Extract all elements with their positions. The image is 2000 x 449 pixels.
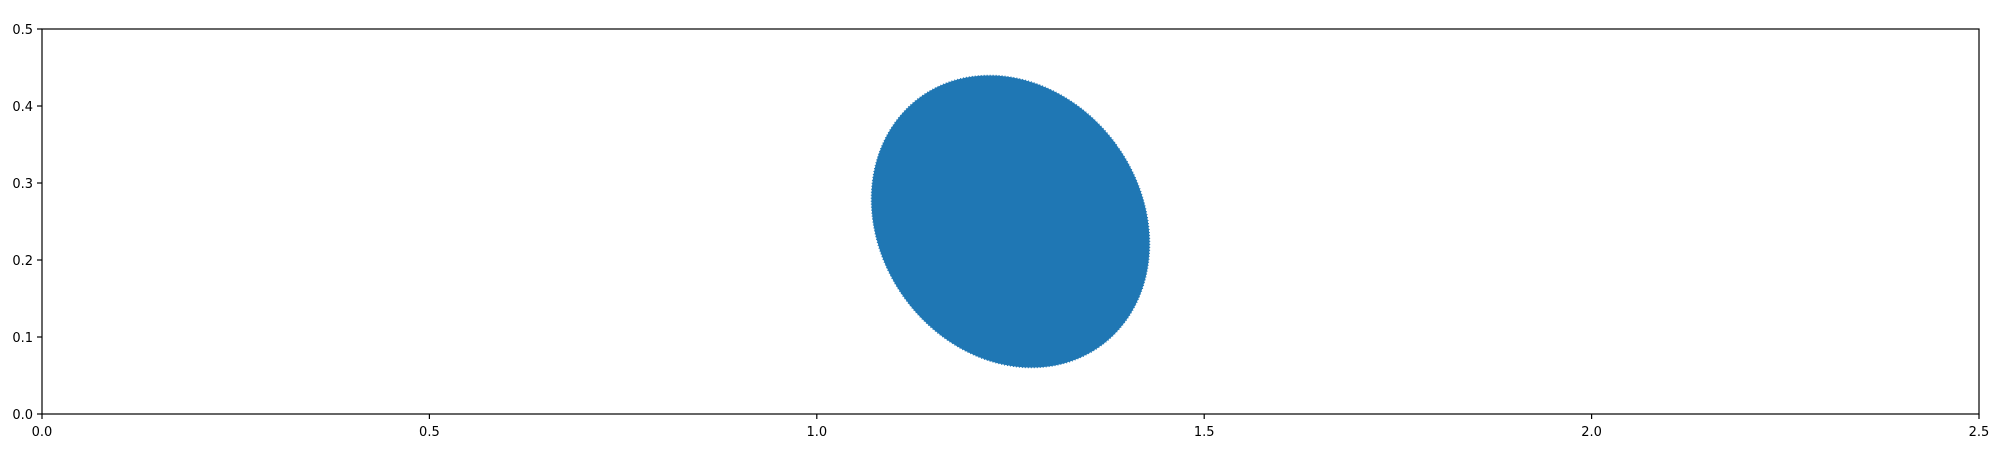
y-tick-label: 0.4	[12, 100, 33, 115]
y-tick-label: 0.2	[12, 254, 33, 269]
x-tick-label: 0.0	[32, 425, 53, 440]
ellipse-shape-0	[869, 73, 1152, 370]
x-tick-label: 2.5	[1969, 425, 1990, 440]
y-axis-ticks: 0.0 0.1 0.2 0.3 0.4 0.5	[12, 23, 42, 423]
x-axis-ticks: 0.0 0.5 1.0 1.5 2.0 2.5	[32, 414, 1990, 440]
x-tick-label: 1.5	[1194, 425, 1215, 440]
plot-frame	[41, 28, 1980, 415]
x-tick-label: 2.0	[1581, 425, 1602, 440]
x-tick-label: 1.0	[806, 425, 827, 440]
y-tick-label: 0.0	[12, 408, 33, 423]
y-tick-label: 0.1	[12, 331, 33, 346]
shapes-layer	[869, 73, 1152, 370]
y-tick-label: 0.5	[12, 23, 33, 38]
x-tick-label: 0.5	[419, 425, 440, 440]
y-tick-label: 0.3	[12, 177, 33, 192]
axes	[41, 28, 1980, 415]
